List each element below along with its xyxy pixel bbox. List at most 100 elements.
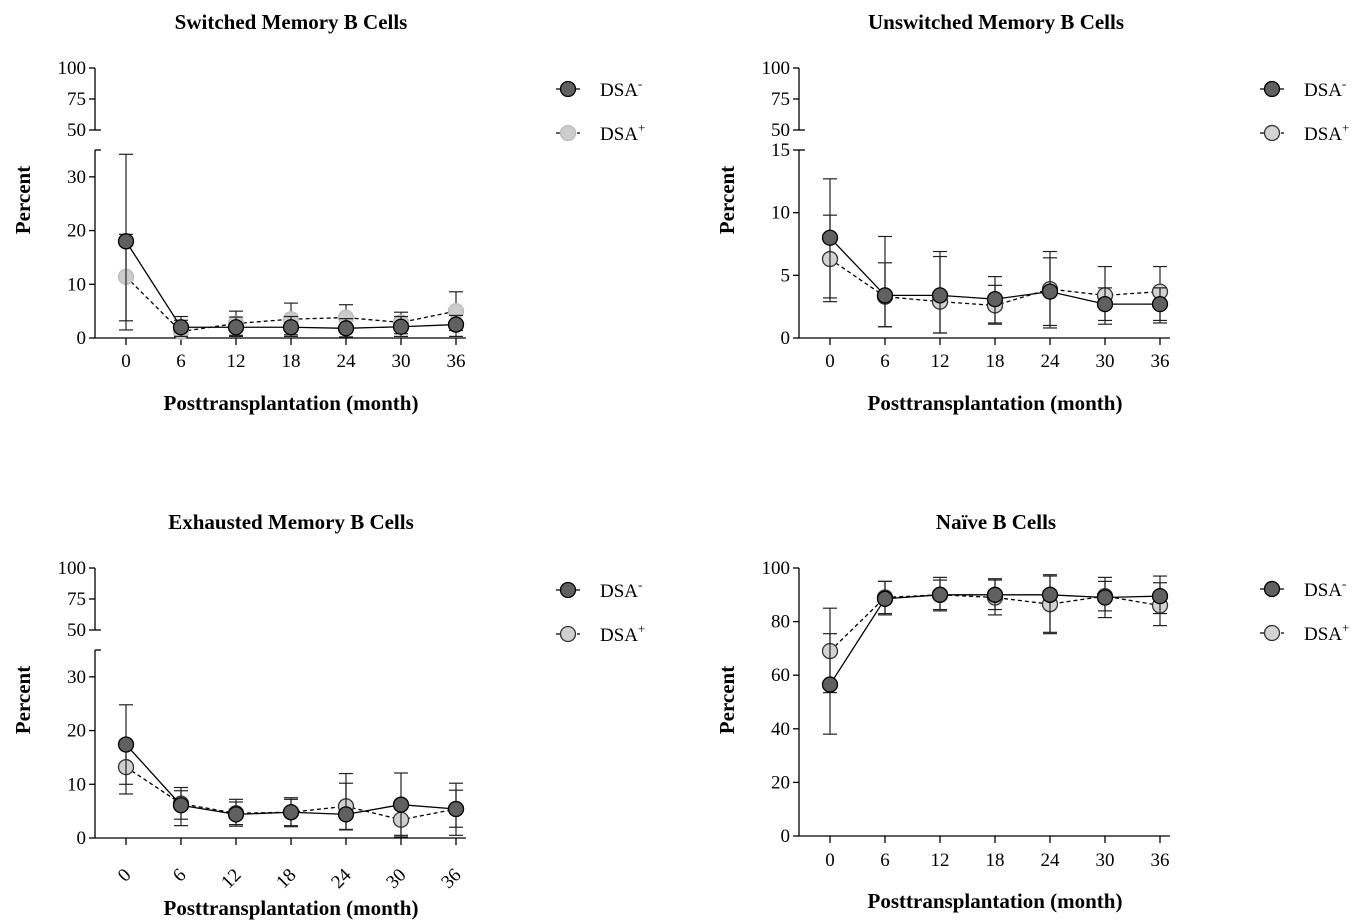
data-point <box>282 804 300 821</box>
x-tick-label: 18 <box>272 865 300 893</box>
y-tick-label: 10 <box>771 203 790 224</box>
y-tick-label: 40 <box>771 719 790 740</box>
x-tick-label: 18 <box>282 351 301 372</box>
y-tick-label: 30 <box>67 667 86 688</box>
legend-label: DSA- <box>1304 576 1346 601</box>
legend-label-superscript: + <box>638 120 645 135</box>
y-tick-label: 20 <box>67 221 86 242</box>
y-tick-label: 10 <box>67 274 86 295</box>
x-tick-label: 12 <box>931 850 950 871</box>
x-tick-label: 24 <box>327 864 356 893</box>
x-axis-label: Posttransplantation (month) <box>868 391 1123 415</box>
x-tick-label: 30 <box>392 351 411 372</box>
series-dsa-negative <box>117 704 465 836</box>
y-tick-label: 30 <box>67 167 86 188</box>
legend-label-base: DSA <box>600 581 638 602</box>
chart-title: Switched Memory B Cells <box>175 10 408 34</box>
x-tick-label: 0 <box>114 865 136 887</box>
y-tick-label: 60 <box>771 665 790 686</box>
x-tick-label: 6 <box>880 351 890 372</box>
y-tick-label: 50 <box>67 620 86 641</box>
data-point <box>337 806 355 823</box>
x-tick-label: 12 <box>931 351 950 372</box>
x-axis-label: Posttransplantation (month) <box>868 889 1123 913</box>
legend: DSA-DSA+ <box>556 577 645 646</box>
data-point <box>117 233 135 250</box>
legend: DSA-DSA+ <box>1260 76 1349 145</box>
data-point <box>227 806 245 823</box>
data-point <box>447 800 465 818</box>
x-tick-label: 0 <box>825 351 835 372</box>
series-dsa-negative <box>117 153 465 338</box>
y-axis-label: Percent <box>11 666 35 734</box>
y-tick-label: 75 <box>771 89 790 110</box>
y-tick-label: 5 <box>781 265 791 286</box>
x-tick-label: 36 <box>1151 351 1170 372</box>
data-point <box>117 736 135 753</box>
x-tick-label: 12 <box>227 351 246 372</box>
y-tick-label: 50 <box>67 120 86 141</box>
x-tick-label: 6 <box>169 865 191 887</box>
data-point <box>337 320 355 337</box>
y-tick-label: 0 <box>77 328 87 349</box>
chart-title: Unswitched Memory B Cells <box>868 10 1124 34</box>
data-point <box>1151 296 1169 313</box>
y-tick-label: 0 <box>781 826 791 847</box>
y-tick-label: 75 <box>67 89 86 110</box>
data-point <box>227 319 245 336</box>
y-tick-label: 100 <box>58 58 87 79</box>
series-dsa-negative <box>821 575 1169 735</box>
legend-label: DSA- <box>1304 76 1346 101</box>
y-tick-label: 15 <box>771 140 790 161</box>
data-point <box>447 316 465 333</box>
x-axis-label: Posttransplantation (month) <box>164 391 419 415</box>
data-point <box>1041 586 1059 603</box>
legend-label-base: DSA <box>1304 580 1342 601</box>
legend-marker <box>1263 80 1281 98</box>
chart-title: Exhausted Memory B Cells <box>168 510 414 534</box>
x-tick-label: 0 <box>121 351 131 372</box>
legend-marker <box>559 581 577 599</box>
data-point <box>1041 283 1059 300</box>
data-point <box>172 319 190 336</box>
data-point <box>392 318 410 335</box>
data-point <box>172 797 190 814</box>
legend-label-base: DSA <box>1304 124 1342 145</box>
legend-label: DSA- <box>600 76 642 101</box>
legend-marker <box>1263 124 1281 142</box>
legend-label-superscript: + <box>1342 120 1349 135</box>
legend-marker <box>559 625 577 643</box>
legend-label-superscript: - <box>1342 576 1346 591</box>
data-point <box>282 319 300 336</box>
legend: DSA-DSA+ <box>1260 576 1349 645</box>
legend-label-base: DSA <box>600 625 638 646</box>
x-tick-label: 0 <box>825 850 835 871</box>
y-axis-label: Percent <box>715 166 739 234</box>
legend-label-superscript: - <box>638 577 642 592</box>
y-tick-label: 0 <box>781 328 791 349</box>
x-tick-label: 24 <box>1041 351 1061 372</box>
y-tick-label: 50 <box>771 120 790 141</box>
x-tick-label: 30 <box>382 865 410 893</box>
legend-label-base: DSA <box>600 80 638 101</box>
legend-label-base: DSA <box>1304 80 1342 101</box>
y-tick-label: 100 <box>58 558 87 579</box>
y-tick-label: 20 <box>771 772 790 793</box>
data-point <box>876 287 894 304</box>
chart-panel-2: Exhausted Memory B Cells 0 10 20 30 50 75 100 0 6… <box>11 510 645 920</box>
legend: DSA-DSA+ <box>556 76 645 145</box>
legend-label: DSA- <box>600 577 642 602</box>
legend-label: DSA+ <box>1304 120 1349 145</box>
x-tick-label: 24 <box>1041 850 1061 871</box>
data-point <box>1096 589 1114 606</box>
data-point <box>821 229 839 246</box>
chart-title: Naïve B Cells <box>936 510 1056 534</box>
y-tick-label: 20 <box>67 721 86 742</box>
y-axis-label: Percent <box>11 166 35 234</box>
legend-label-base: DSA <box>600 124 638 145</box>
x-axis-label: Posttransplantation (month) <box>164 896 419 920</box>
x-tick-label: 36 <box>1151 850 1170 871</box>
data-point <box>1151 587 1169 605</box>
